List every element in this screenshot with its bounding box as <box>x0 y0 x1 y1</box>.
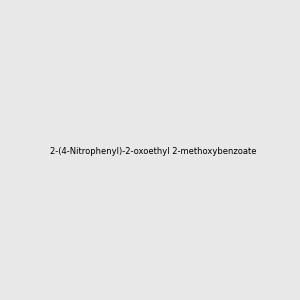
Text: 2-(4-Nitrophenyl)-2-oxoethyl 2-methoxybenzoate: 2-(4-Nitrophenyl)-2-oxoethyl 2-methoxybe… <box>50 147 257 156</box>
